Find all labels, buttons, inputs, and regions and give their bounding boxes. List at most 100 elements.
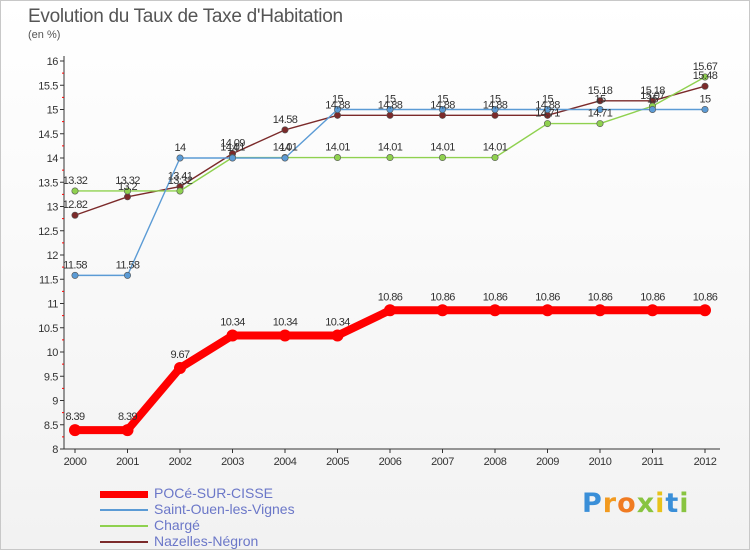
data-label: 15 [699,94,711,106]
logo-letter: o [617,488,637,519]
y-tick-label: 11 [47,299,58,311]
data-label: 15 [437,94,449,106]
data-label: 14.88 [535,99,560,111]
legend-swatch [100,525,148,527]
legend-label: POCé-SUR-CISSE [154,485,274,501]
y-tick-label: 8.5 [44,420,58,432]
y-tick-label: 12 [47,250,59,262]
data-point [333,111,341,119]
y-tick-label: 12.5 [38,226,58,238]
data-point [386,111,394,119]
x-tick-label: 2010 [589,456,612,468]
data-label: 14.01 [378,142,403,154]
x-tick-label: 2006 [379,456,402,468]
data-point [701,73,709,81]
data-point [438,154,446,162]
data-point [331,329,344,342]
y-tick-label: 10 [47,347,59,359]
data-label: 10.86 [430,291,455,303]
y-tick-label: 15.5 [38,80,58,92]
data-point [384,304,396,317]
y-tick-label: 9 [52,396,58,408]
data-point [491,154,499,162]
data-label: 14.71 [535,108,560,120]
legend-label: Nazelles-Négron [154,533,259,549]
data-point [699,304,711,317]
legend-swatch [100,491,148,498]
data-point [229,154,237,162]
data-label: 10.86 [535,291,560,303]
data-label: 15.67 [693,61,718,73]
data-point [438,111,446,119]
y-tick-label: 10.5 [38,323,58,335]
data-label: 10.34 [220,317,245,329]
y-tick-label: 11.5 [39,274,58,286]
logo-letter: r [602,488,618,519]
data-point [124,271,132,279]
legend-swatch [100,509,148,511]
logo-letter: i [655,488,666,519]
data-point [386,106,394,114]
data-label: 14.09 [220,138,245,150]
data-label: 10.86 [693,291,718,303]
data-label: 11.58 [63,259,87,271]
data-label: 15 [384,94,396,106]
data-point [71,211,79,219]
data-label: 10.86 [588,291,613,303]
legend-label: Saint-Ouen-les-Vignes [154,501,295,517]
data-point [176,187,184,195]
data-point [121,424,134,437]
data-label: 10.86 [640,291,665,303]
data-label: 13.32 [63,175,88,187]
data-label: 15 [332,94,344,106]
proxiti-logo: Proxiti [582,488,690,519]
y-tick-label: 14.5 [38,129,58,141]
data-label: 14.01 [325,142,350,154]
data-point [646,304,659,317]
data-label: 15.18 [640,85,665,97]
series-line [74,108,706,277]
y-tick-label: 13 [47,202,59,214]
data-label: 12.82 [63,199,88,211]
x-tick-label: 2009 [536,456,559,468]
data-label: 15.07 [640,90,665,102]
legend-item: Chargé [100,517,400,534]
x-tick-label: 2003 [221,456,244,468]
data-label: 15 [542,94,554,106]
y-tick-label: 9.5 [44,371,58,383]
data-point [438,106,446,114]
data-label: 15.18 [588,85,613,97]
y-tick-label: 16 [47,56,59,68]
data-label: 10.34 [325,317,350,329]
data-point [701,82,709,90]
data-point [594,304,606,317]
data-label: 14.88 [430,99,455,111]
data-point [436,304,449,317]
x-tick-label: 2012 [694,456,717,468]
logo-letter: t [665,488,680,519]
data-point [174,362,186,375]
data-point [124,187,132,195]
data-label: 10.86 [378,291,403,303]
data-point [543,106,551,114]
data-point [281,154,289,162]
data-point [491,106,499,114]
data-label: 14 [174,142,186,154]
data-label: 15.48 [693,70,718,82]
data-point [71,271,79,279]
data-point [489,304,501,317]
line-chart: 8 8.5 9 9.5 10 10.5 11 11.5 12 12.5 13 13.5 14 14.5 15… [38,56,720,468]
x-tick-label: 2004 [274,456,297,468]
data-label: 14.01 [483,142,508,154]
data-label: 14.88 [483,99,508,111]
data-point [69,424,81,437]
logo-letter: P [582,488,603,519]
data-point [596,97,604,105]
x-tick-label: 2001 [116,456,139,468]
data-label: 14.01 [273,142,298,154]
data-point [333,106,341,114]
data-point [596,120,604,128]
data-label: 10.86 [483,291,508,303]
x-tick-label: 2000 [64,456,87,468]
data-label: 13.2 [118,181,137,193]
